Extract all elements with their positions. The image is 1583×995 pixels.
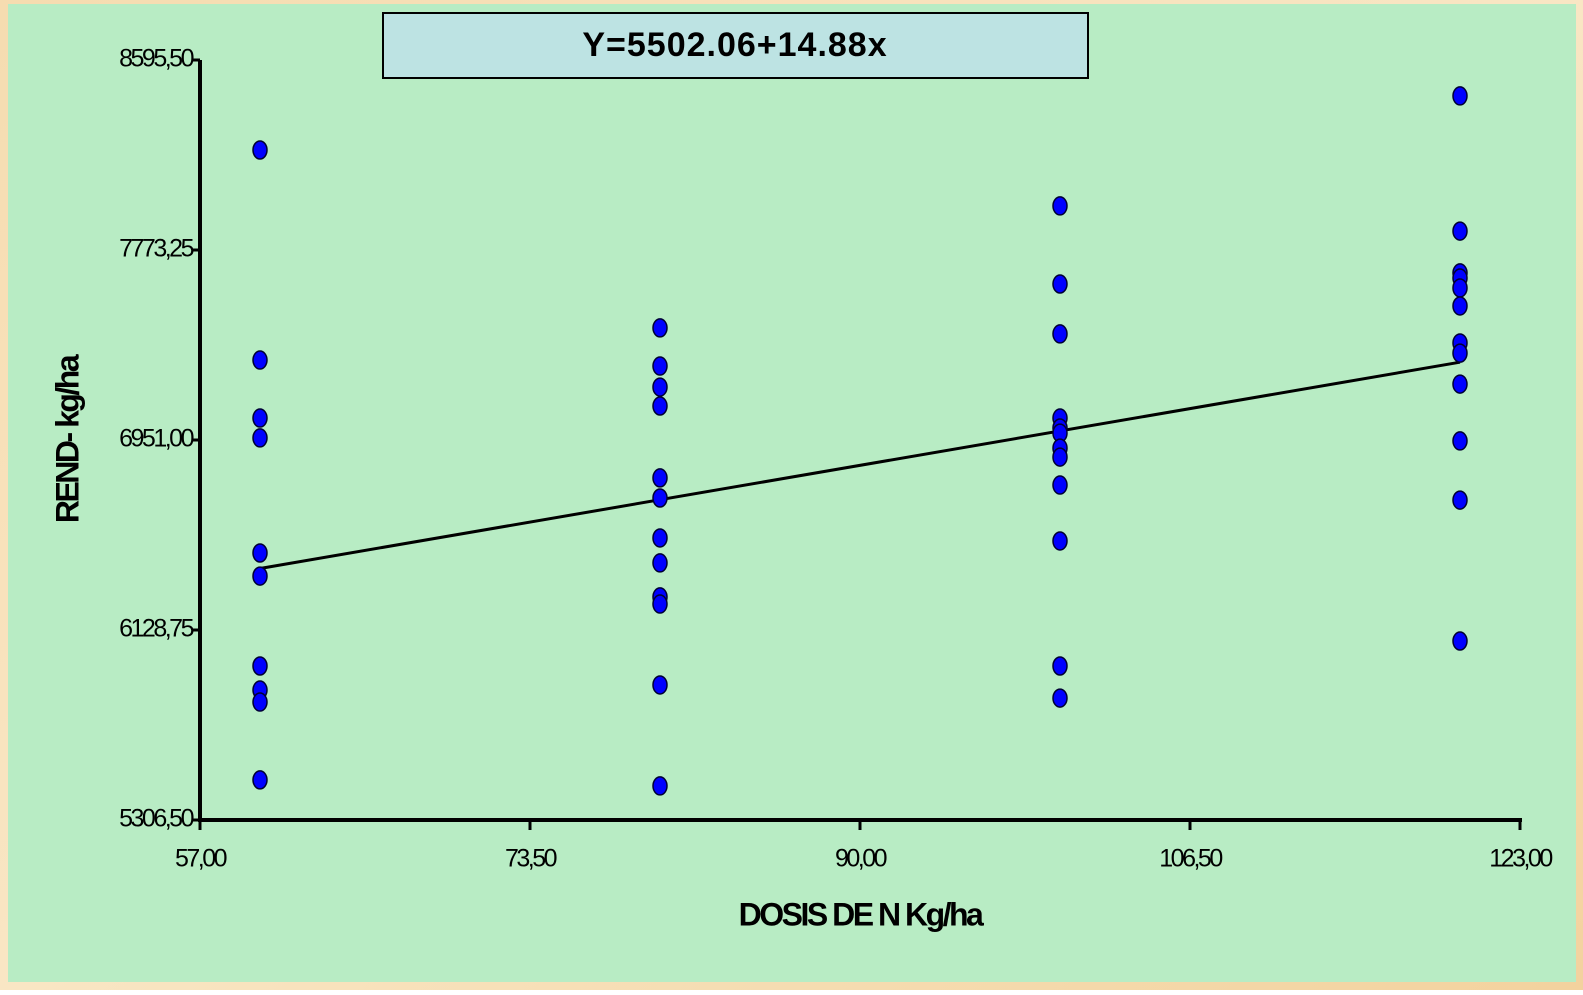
point — [652, 675, 668, 695]
point — [252, 408, 268, 428]
point — [1052, 475, 1068, 495]
point — [652, 396, 668, 416]
point — [652, 488, 668, 508]
y-axis-title: REND- kg/ha — [49, 354, 85, 523]
point — [1052, 324, 1068, 344]
point — [652, 528, 668, 548]
x-tick-label: 106,50 — [1159, 845, 1222, 873]
point — [252, 566, 268, 586]
point — [252, 543, 268, 563]
point — [252, 692, 268, 712]
point — [1452, 343, 1468, 363]
y-tick-label: 8595,50 — [119, 45, 193, 73]
point — [652, 776, 668, 796]
x-tick-label: 123,00 — [1489, 845, 1552, 873]
point — [1452, 490, 1468, 510]
point — [1452, 631, 1468, 651]
y-tick-label: 6128,75 — [119, 615, 193, 643]
y-tick-label: 6951,00 — [119, 425, 193, 453]
point — [1052, 196, 1068, 216]
point — [252, 656, 268, 676]
chart-panel — [8, 4, 1576, 982]
point — [252, 350, 268, 370]
point — [1452, 431, 1468, 451]
x-tick-label: 73,50 — [505, 845, 557, 873]
chart-title: Y=5502.06+14.88x — [582, 26, 887, 64]
point — [1052, 688, 1068, 708]
point — [652, 356, 668, 376]
point — [652, 594, 668, 614]
point — [1052, 274, 1068, 294]
point — [1052, 656, 1068, 676]
x-axis-title: DOSIS DE N Kg/ha — [739, 896, 984, 932]
point — [252, 770, 268, 790]
point — [1452, 296, 1468, 316]
point — [1052, 531, 1068, 551]
point — [252, 428, 268, 448]
point — [1452, 278, 1468, 298]
title-box — [382, 12, 1089, 79]
trendline — [259, 360, 1461, 570]
y-tick-label: 5306,50 — [119, 805, 193, 833]
point — [1452, 221, 1468, 241]
point — [1052, 447, 1068, 467]
point — [252, 140, 268, 160]
x-tick-label: 57,00 — [175, 845, 227, 873]
point — [1452, 86, 1468, 106]
point — [652, 318, 668, 338]
point — [652, 468, 668, 488]
point — [652, 377, 668, 397]
point — [1452, 374, 1468, 394]
point — [652, 553, 668, 573]
y-tick-label: 7773,25 — [119, 235, 193, 263]
x-tick-label: 90,00 — [835, 845, 887, 873]
